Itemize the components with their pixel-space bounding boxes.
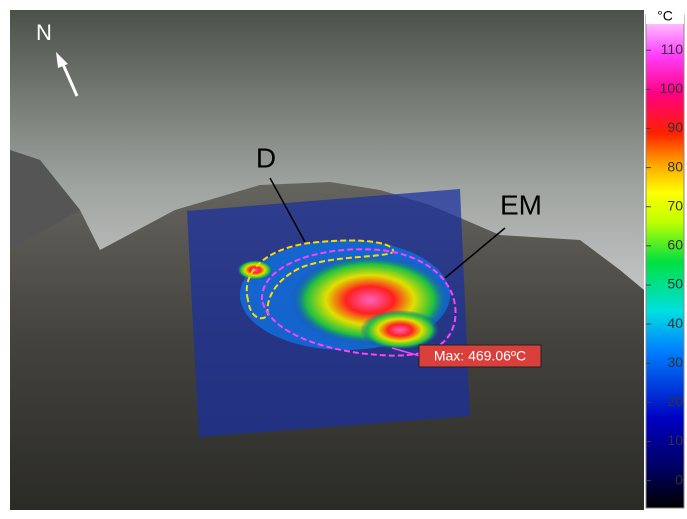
tick-label: 90 (667, 119, 683, 135)
figure: N D EM Max: 469.06ºC °C 0 10 20 30 40 50 60 70 8… (0, 0, 687, 514)
hot-spot (237, 260, 273, 280)
tick-label: 50 (667, 276, 683, 292)
hot-zone (360, 310, 440, 350)
tick-label: 80 (667, 158, 683, 174)
tick-label: 30 (667, 354, 683, 370)
tick-label: 10 (667, 432, 683, 448)
tick-label: 40 (667, 315, 683, 331)
thermal-overlay (187, 189, 470, 437)
zone-label: EM (500, 189, 542, 220)
tick-label: 110 (661, 41, 684, 57)
tick-label: 0 (675, 471, 683, 487)
colorbar-unit: °C (657, 8, 673, 24)
max-label: Max: 469.06ºC (434, 348, 526, 364)
north-label: N (36, 20, 52, 45)
tick-label: 60 (667, 237, 683, 253)
colorbar: °C 0 10 20 30 40 50 60 70 80 90 100 110 (646, 8, 684, 508)
tick-label: 70 (667, 197, 683, 213)
zone-label: D (256, 142, 276, 173)
tick-label: 100 (660, 80, 684, 96)
tick-label: 20 (667, 393, 683, 409)
